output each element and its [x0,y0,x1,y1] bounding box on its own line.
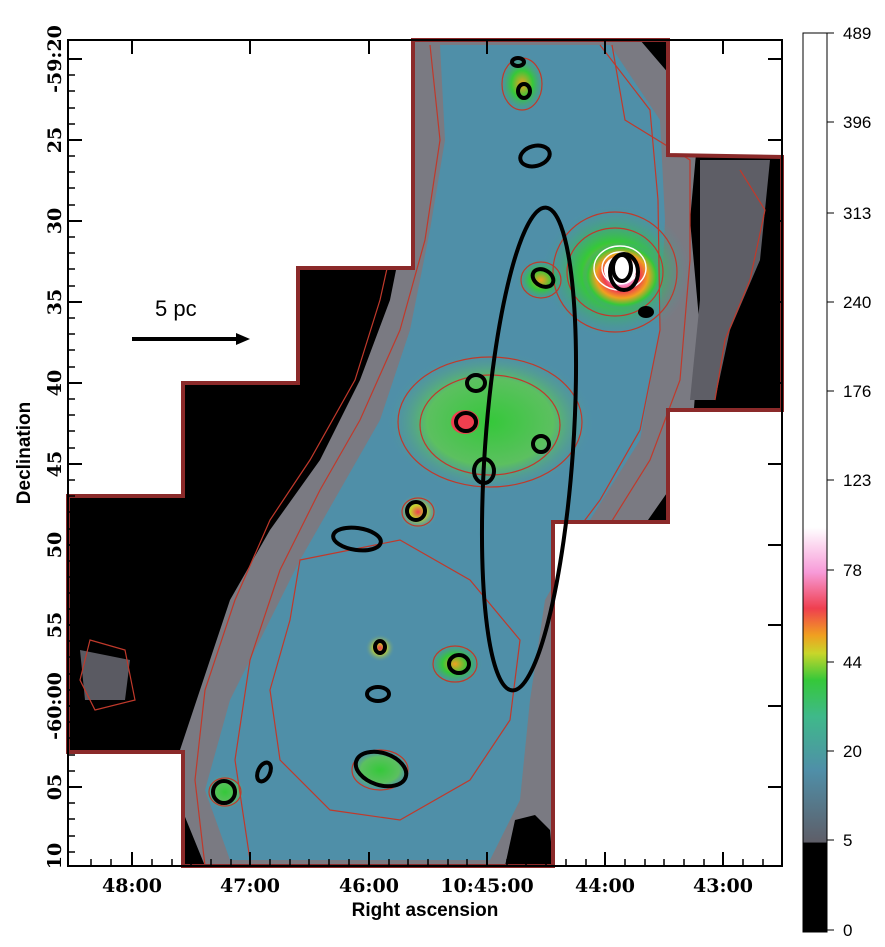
region-ellipse [447,653,471,675]
colorbar-label: 78 [843,561,862,580]
region-ellipse [405,500,427,522]
dec-tick-label: 45 [44,451,66,477]
colorbar-label: 0 [843,921,852,940]
region-ellipse [510,56,526,68]
clump-mid [516,258,566,302]
dec-tick-label: 50 [44,532,66,558]
ra-tick-label: 44:00 [575,875,635,897]
axis-minor-ticks [68,74,764,866]
region-ellipse [608,252,640,292]
ra-tick-label: 10:45:00 [440,875,533,897]
dark-pocket [505,815,553,866]
region-ellipse [373,639,387,655]
grey-halo-right [690,160,770,400]
colorbar-label: 5 [843,831,852,850]
green-complex [385,350,595,494]
dec-tick-labels: -59:20 25 30 35 40 45 50 55 -60:00 05 10 [44,25,66,869]
scale-bar-arrowhead [236,333,250,345]
clump-west [398,494,438,530]
region-ellipse [530,267,556,289]
colorbar-label: 123 [843,471,871,490]
plot-frame [67,39,783,867]
ra-tick-label: 47:00 [220,875,280,897]
dec-tick-label: 05 [44,774,66,800]
colorbar-gradient [802,32,828,933]
region-ellipse [472,457,496,485]
ra-tick-label: 43:00 [693,875,753,897]
region-ellipses [211,56,654,805]
colorbar-label: 20 [843,742,862,761]
ra-tick-labels: 48:00 47:00 46:00 10:45:00 44:00 43:00 [102,875,753,897]
dec-tick-label: -59:20 [44,25,66,93]
scale-bar-label: 5 pc [155,296,197,321]
clump-south [427,642,483,686]
map-image [68,40,782,866]
region-ellipse [255,760,273,784]
grey-halo-left [80,650,130,700]
x-axis-title: Right ascension [352,900,499,921]
region-ellipse [353,749,409,789]
region-ellipse [365,685,391,703]
region-ellipse [465,373,487,393]
region-ellipse [638,306,654,318]
colorbar: 489 396 313 240 176 123 78 44 20 5 0 [802,24,871,940]
region-ellipse [454,411,478,433]
ra-tick-label: 46:00 [339,875,399,897]
dec-tick-label: 10 [44,843,66,869]
large-region-ellipse [479,205,579,693]
dec-tick-label: 35 [44,289,66,315]
dec-tick-label: 55 [44,612,66,638]
region-ellipse [516,82,532,100]
axis-ticks [68,40,782,866]
region-ellipse [531,434,551,454]
colorbar-label: 240 [843,293,871,312]
colorbar-label: 489 [843,24,871,43]
dec-tick-label: 30 [44,208,66,234]
region-ellipse [331,525,383,553]
region-ellipse [211,779,237,805]
clump-small-south [365,634,395,662]
ra-tick-label: 48:00 [102,875,162,897]
colorbar-label: 176 [843,382,871,401]
dec-tick-label: -60:00 [44,672,66,740]
region-ellipse [518,143,552,169]
colorbar-label: 44 [843,653,862,672]
colorbar-label: 396 [843,113,871,132]
dec-tick-label: 40 [44,370,66,396]
y-axis-title: Declination [14,402,35,504]
colorbar-ticks [827,32,834,931]
dec-tick-label: 25 [44,127,66,153]
scale-bar: 5 pc [132,296,250,345]
colorbar-label: 313 [843,204,871,223]
